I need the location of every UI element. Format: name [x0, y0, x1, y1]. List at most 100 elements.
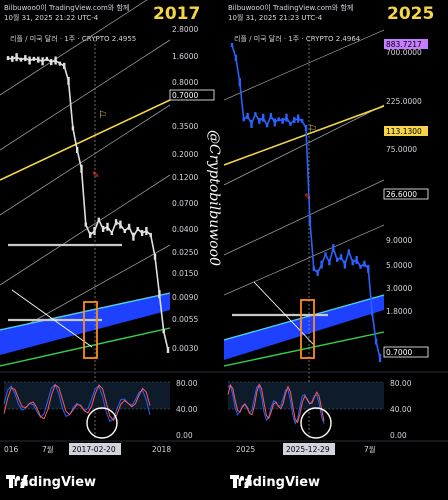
- price-candle: [101, 226, 105, 232]
- price-candle: [304, 125, 308, 131]
- oscillator-tick-label: 0.00: [176, 431, 193, 440]
- tradingview-brand: TradingView: [230, 475, 320, 490]
- price-candle: [332, 244, 335, 253]
- tradingview-brand: TradingView: [6, 475, 96, 490]
- oscillator-tick-label: 80.00: [390, 379, 412, 388]
- price-candle: [11, 55, 14, 62]
- price-tick-label: 0.0030: [172, 344, 198, 353]
- chart-panel-2017: 리플 / 미국 달러 · 1주 · CRYPTO 2.4955 ⚐ ✎ 2.8000 1…: [0, 0, 224, 490]
- highlight-box: [83, 301, 98, 359]
- time-tick-label: 016: [4, 445, 19, 454]
- chart-legend: 리플 / 미국 달러 · 1주 · CRYPTO 2.4964: [234, 34, 361, 43]
- price-candle: [19, 57, 23, 62]
- header-author: Bilbuwoo0이 TradingView.com와 함께: [4, 4, 130, 12]
- price-candle: [6, 56, 10, 61]
- price-candle: [80, 164, 83, 173]
- price-badge-label: 26.6000: [386, 190, 417, 199]
- price-badge: [383, 346, 429, 358]
- price-candle: [371, 311, 374, 316]
- price-tick-label: 0.0055: [172, 315, 198, 324]
- chart-canvas-2017: 리플 / 미국 달러 · 1주 · CRYPTO 2.4955 ⚐ ✎ 2.8000 1…: [0, 0, 224, 455]
- price-candle: [58, 61, 62, 66]
- price-candle: [54, 56, 57, 65]
- chart-panel-2025: 리플 / 미국 달러 · 1주 · CRYPTO 2.4964 ⚐ ✎ 700.000…: [224, 0, 448, 500]
- highlight-box: [300, 299, 315, 359]
- price-candle: [84, 222, 87, 227]
- price-candle: [32, 56, 36, 61]
- blue-channel-band: [224, 295, 384, 360]
- price-badge-label: 0.7000: [386, 348, 412, 357]
- price-candle: [347, 249, 350, 254]
- price-candle: [320, 260, 323, 269]
- header-author: Bilbuwoo0이 TradingView.com와 함께: [228, 4, 354, 12]
- breakout-diagonal: [253, 281, 315, 346]
- price-tick-label: 0.2000: [172, 150, 198, 159]
- time-highlight-label: 2025-12-29: [286, 445, 330, 454]
- time-tick-label: 7월: [42, 444, 54, 454]
- price-candle: [140, 230, 144, 236]
- price-candle: [378, 354, 382, 362]
- flag-icon: ⚐: [98, 110, 107, 121]
- time-tick-label: 2025: [236, 445, 255, 454]
- price-candle: [293, 117, 296, 124]
- oscillator-zone: [228, 382, 384, 409]
- oscillator-tick-label: 0.00: [390, 431, 407, 440]
- price-candle: [254, 112, 257, 117]
- price-tick-label: 75.0000: [386, 145, 417, 154]
- price-tick-label: 225.0000: [386, 97, 422, 106]
- marker-icon: ✎: [304, 193, 312, 203]
- flag-icon: ⚐: [308, 124, 317, 135]
- price-candle: [316, 269, 319, 276]
- channel-line: [224, 224, 385, 296]
- channel-line: [224, 104, 385, 186]
- price-candle: [76, 147, 79, 153]
- price-tick-label: 0.3500: [172, 122, 198, 131]
- price-candle: [289, 121, 292, 126]
- price-candle: [119, 220, 122, 229]
- price-badge-label: 0.7000: [172, 91, 198, 100]
- price-candle: [262, 113, 265, 122]
- price-tick-label: 1.6000: [172, 52, 198, 61]
- price-candle: [312, 266, 315, 271]
- price-tick-label: 0.0400: [172, 225, 198, 234]
- price-candle: [328, 259, 331, 266]
- header-date: 10월 31, 2025 21:22 UTC-4: [4, 14, 99, 22]
- price-candle: [285, 113, 288, 122]
- price-tick-label: 0.1200: [172, 173, 198, 182]
- price-candle: [71, 126, 75, 131]
- price-candle: [28, 56, 31, 65]
- price-badge: [169, 89, 215, 101]
- price-candle: [308, 216, 312, 225]
- price-candle: [273, 118, 276, 127]
- price-candle: [300, 118, 304, 123]
- price-candle: [162, 329, 165, 334]
- price-badge: [384, 126, 428, 136]
- price-candle: [339, 254, 343, 261]
- price-tick-label: 0.0090: [172, 293, 198, 302]
- cyan-channel-edge: [0, 292, 171, 331]
- price-candle: [110, 231, 113, 235]
- price-candle: [297, 114, 300, 123]
- price-candle: [343, 260, 347, 269]
- header-date: 10월 31, 2025 21:23 UTC-4: [228, 14, 323, 22]
- yellow-trend-line: [0, 99, 171, 181]
- price-candle: [50, 59, 53, 66]
- price-badge: [384, 39, 428, 49]
- price-candle: [41, 57, 44, 66]
- price-candle: [132, 232, 135, 241]
- price-candle: [45, 56, 49, 61]
- price-candle: [149, 232, 152, 237]
- time-highlight-badge: [69, 443, 121, 455]
- price-candle: [153, 253, 157, 260]
- price-candle: [359, 264, 362, 269]
- price-candle: [234, 54, 238, 61]
- chart-legend: 리플 / 미국 달러 · 1주 · CRYPTO 2.4955: [10, 34, 136, 43]
- price-tick-label: 0.8000: [172, 78, 198, 87]
- price-candle: [136, 227, 139, 231]
- channel-line: [224, 29, 385, 101]
- oscillator-tick-label: 40.00: [176, 405, 198, 414]
- price-candle: [89, 231, 92, 238]
- price-candle: [355, 255, 358, 264]
- tradingview-logo-icon: [6, 475, 28, 488]
- time-tick-label: 2018: [152, 445, 171, 454]
